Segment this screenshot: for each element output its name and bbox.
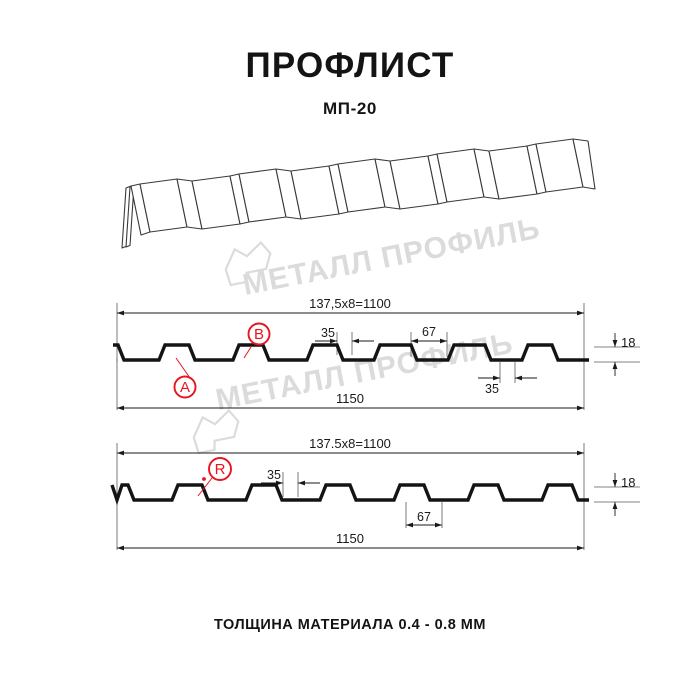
dimension-top-overall: 137.5x8=1100 (117, 436, 584, 456)
dimension-inner-35-upper: 35 (315, 326, 374, 355)
marker-label-B: B (254, 326, 264, 343)
profile-outline-bottom (110, 483, 589, 506)
dimension-label-35-upper: 35 (267, 468, 281, 482)
dimension-label-67: 67 (417, 510, 431, 524)
watermark-logo-icon (192, 408, 240, 455)
dimension-inner-35-lower: 35 (478, 362, 537, 396)
dimension-bottom-overall: 1150 (117, 531, 584, 551)
cross-section-top: 137,5x8=1100 1150 18 35 (113, 296, 640, 411)
dimension-label-67: 67 (422, 325, 436, 339)
marker-label-R: R (215, 461, 226, 478)
dimension-label-bottom: 1150 (336, 391, 364, 406)
dimension-height: 18 (612, 333, 635, 376)
dimension-label-bottom: 1150 (336, 531, 364, 546)
dimension-label-top: 137,5x8=1100 (309, 296, 391, 311)
cross-section-bottom: 137.5x8=1100 1150 18 35 (110, 436, 640, 551)
corrugated-sheet-3d (121, 138, 596, 249)
profile-outline-top (113, 343, 589, 362)
marker-label-A: A (180, 379, 190, 396)
watermark-logo-icon (224, 240, 272, 287)
marker-B: B (243, 322, 271, 359)
dimension-label-35-lower: 35 (485, 382, 499, 396)
dimension-inner-35-upper: 35 (261, 468, 320, 497)
dimension-inner-67: 67 (405, 502, 443, 528)
dimension-top-overall: 137,5x8=1100 (117, 296, 584, 316)
marker-A: A (173, 357, 197, 399)
dimension-label-height: 18 (621, 475, 635, 490)
dimension-inner-67: 67 (410, 325, 448, 357)
marker-R: R (197, 457, 232, 497)
dimension-label-top: 137.5x8=1100 (309, 436, 391, 451)
dimension-height: 18 (612, 473, 635, 516)
dimension-bottom-overall: 1150 (117, 391, 584, 411)
dimension-label-35-upper: 35 (321, 326, 335, 340)
watermark-isometric: МЕТАЛЛ ПРОФИЛЬ (224, 212, 543, 302)
dimension-label-height: 18 (621, 335, 635, 350)
watermark-text: МЕТАЛЛ ПРОФИЛЬ (240, 212, 543, 302)
material-thickness-note: ТОЛЩИНА МАТЕРИАЛА 0.4 - 0.8 ММ (214, 617, 486, 633)
